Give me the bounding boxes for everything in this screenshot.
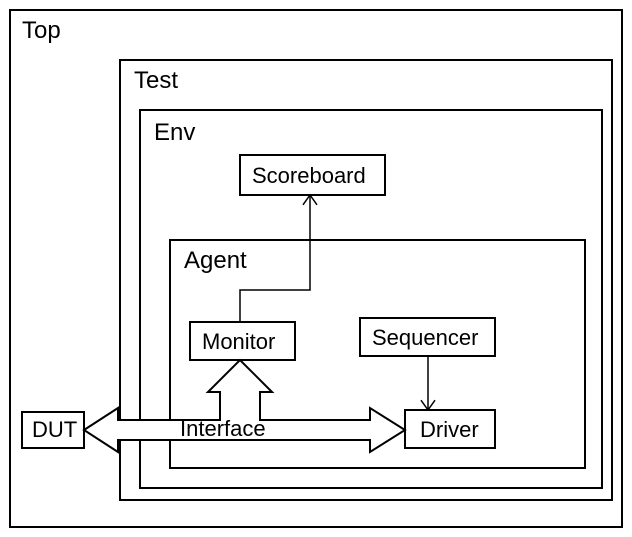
driver-label: Driver (420, 417, 479, 442)
test-label: Test (134, 67, 178, 94)
scoreboard-label: Scoreboard (252, 163, 366, 188)
interface-label: Interface (180, 416, 266, 441)
agent-label: Agent (184, 247, 247, 274)
monitor-label: Monitor (202, 329, 275, 354)
sequencer-label: Sequencer (372, 325, 478, 350)
env-label: Env (154, 119, 195, 146)
dut-label: DUT (32, 417, 77, 442)
top-label: Top (22, 17, 61, 44)
